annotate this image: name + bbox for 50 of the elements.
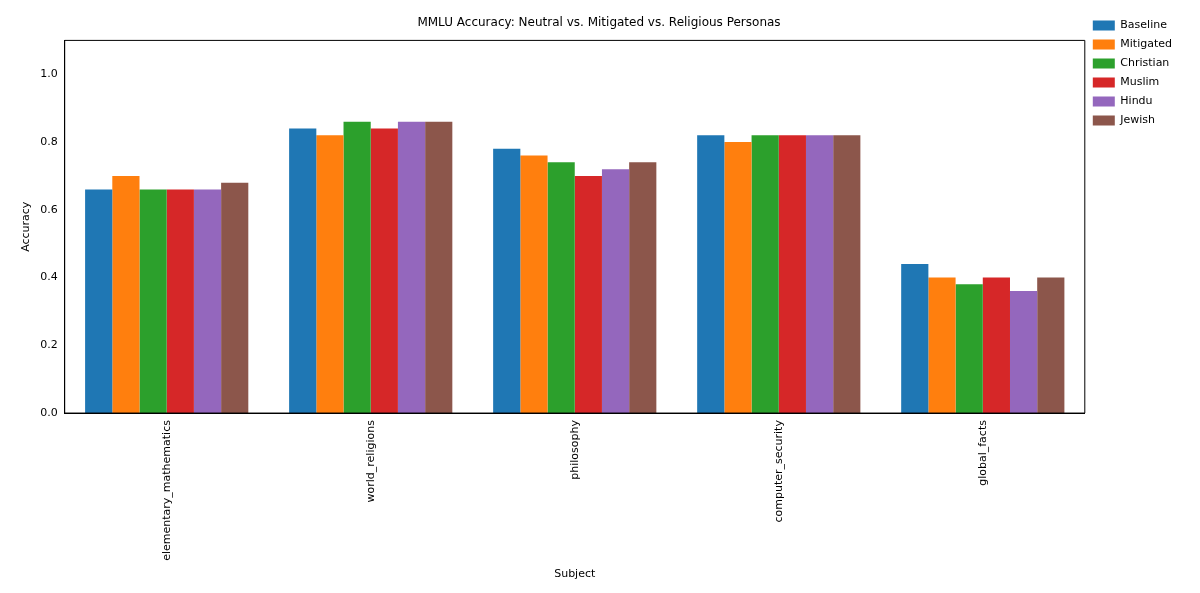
bar <box>833 135 861 414</box>
bar <box>955 284 983 414</box>
y-tick-label: 0.8 <box>40 134 58 148</box>
bar <box>193 189 222 414</box>
bar <box>697 135 725 414</box>
x-tick-label: philosophy <box>567 419 581 480</box>
bar <box>574 175 602 414</box>
bar <box>289 128 317 414</box>
bar <box>370 128 398 414</box>
legend-label: Hindu <box>1120 94 1153 108</box>
bar <box>1009 291 1038 414</box>
bar <box>547 162 575 414</box>
bar <box>343 121 371 414</box>
chart-title: MMLU Accuracy: Neutral vs. Mitigated vs. Religious Personas <box>417 15 781 30</box>
x-tick-label: world_religions <box>363 419 377 503</box>
legend-label: Baseline <box>1120 18 1168 32</box>
bar <box>316 135 344 414</box>
bar <box>778 135 806 414</box>
x-tick-label: elementary_mathematics <box>159 419 173 561</box>
bar <box>139 189 167 414</box>
bar <box>493 148 521 414</box>
bar <box>901 263 929 414</box>
legend-label: Mitigated <box>1120 37 1172 51</box>
x-tick-label: computer_security <box>771 419 785 523</box>
legend-label: Jewish <box>1119 113 1156 127</box>
x-axis-title: Subject <box>554 567 596 581</box>
bar <box>221 182 249 414</box>
bar <box>85 189 113 414</box>
bar <box>751 135 779 414</box>
bar <box>724 142 752 414</box>
y-tick-label: 0.4 <box>40 270 58 284</box>
bar <box>805 135 834 414</box>
bar <box>1037 277 1065 414</box>
y-axis-title: Accuracy <box>19 201 33 252</box>
bar <box>629 162 657 414</box>
legend-label: Christian <box>1120 56 1170 70</box>
legend-label: Muslim <box>1120 75 1160 89</box>
y-tick-label: 0.0 <box>40 405 58 419</box>
bar <box>112 175 140 414</box>
bar <box>982 277 1010 414</box>
bar <box>166 189 194 414</box>
bar <box>520 155 548 414</box>
y-tick-label: 0.6 <box>40 202 58 216</box>
bar <box>928 277 956 414</box>
bar <box>601 169 630 414</box>
y-tick-label: 0.2 <box>40 338 58 352</box>
y-tick-label: 1.0 <box>40 67 58 81</box>
x-tick-label: global_facts <box>975 419 989 486</box>
bar <box>397 121 426 414</box>
bar <box>425 121 453 414</box>
